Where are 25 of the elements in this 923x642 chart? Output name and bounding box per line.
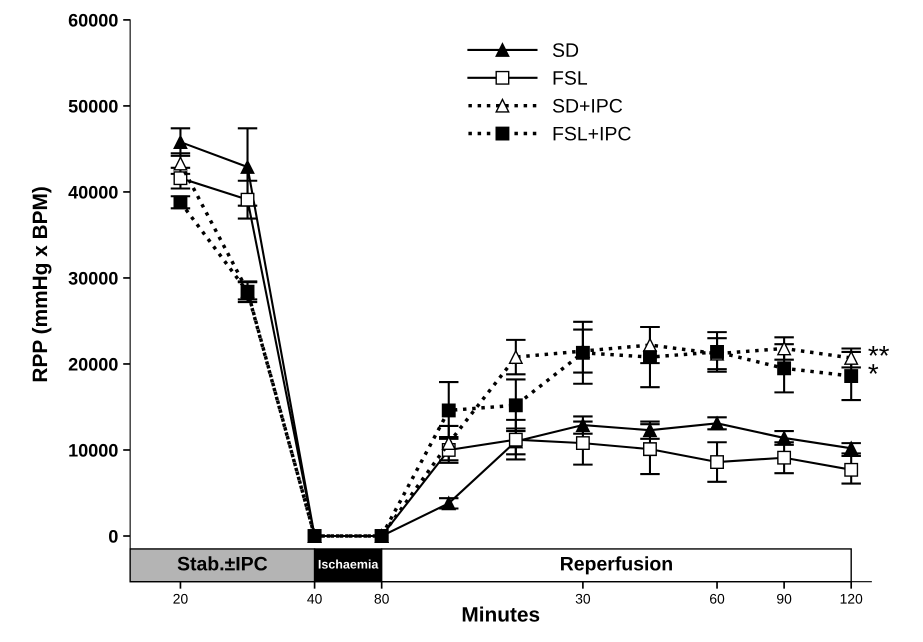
y-axis-title: RPP (mmHg x BPM) xyxy=(32,187,52,382)
y-tick-label: 40000 xyxy=(68,186,118,199)
legend-label: FSL+IPC xyxy=(554,126,631,141)
annotation: ** xyxy=(868,346,890,356)
legend-label: SD+IPC xyxy=(552,98,622,113)
text: Reperfusion xyxy=(561,556,672,574)
x-tick-label: 60 xyxy=(710,594,724,604)
y-tick-label: 50000 xyxy=(68,100,118,113)
legend-label: SD xyxy=(552,43,578,57)
x-tick-label: 20 xyxy=(173,594,188,604)
x-tick-label: 90 xyxy=(777,594,792,604)
y-tick-label: 20000 xyxy=(68,358,118,371)
x-tick-label: 120 xyxy=(840,594,862,604)
x-tick-label: 40 xyxy=(307,594,322,604)
y-tick-label: 0 xyxy=(109,530,118,543)
x-axis-title: Minutes xyxy=(462,606,540,622)
x-tick-label: 80 xyxy=(374,594,389,604)
x-tick-label: 30 xyxy=(576,594,590,604)
y-tick-label: 30000 xyxy=(68,272,118,285)
y-tick-label: 60000 xyxy=(68,14,118,27)
y-tick-label: 10000 xyxy=(69,444,118,457)
annotation: * xyxy=(868,364,878,374)
text: Stab.±IPC xyxy=(178,556,268,571)
text: Ischaemia xyxy=(318,559,378,569)
legend-label: FSL xyxy=(554,71,588,85)
